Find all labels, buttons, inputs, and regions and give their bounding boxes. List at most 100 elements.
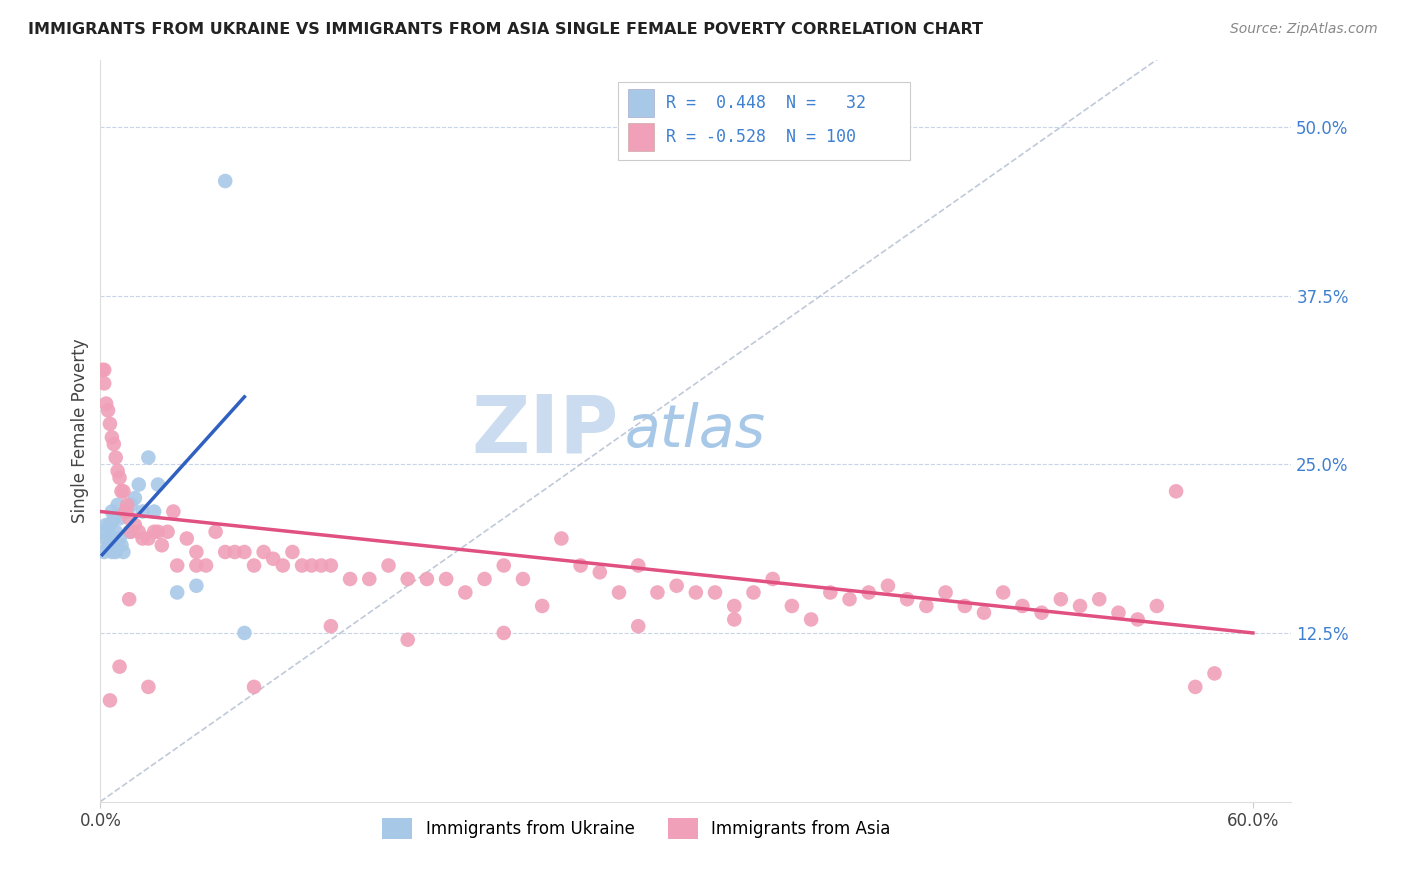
Point xyxy=(492,626,515,640)
Point xyxy=(589,566,612,580)
Point xyxy=(953,599,976,613)
Point xyxy=(112,545,135,559)
Point xyxy=(723,612,745,626)
Point xyxy=(512,572,534,586)
Point xyxy=(935,585,957,599)
Point xyxy=(742,585,765,599)
Point xyxy=(838,592,860,607)
Point xyxy=(107,464,129,478)
Point xyxy=(877,579,900,593)
Point xyxy=(973,606,995,620)
Point xyxy=(434,572,457,586)
Point xyxy=(214,174,236,188)
Point xyxy=(416,572,439,586)
Point xyxy=(377,558,399,573)
Point xyxy=(124,491,146,505)
Point xyxy=(156,524,179,539)
Point xyxy=(281,545,304,559)
Point xyxy=(128,477,150,491)
Point xyxy=(339,572,361,586)
Point xyxy=(114,504,136,518)
Point xyxy=(131,504,153,518)
Point xyxy=(118,511,141,525)
Point xyxy=(1126,612,1149,626)
Point xyxy=(253,545,276,559)
Point xyxy=(1031,606,1053,620)
Point xyxy=(780,599,803,613)
Point xyxy=(94,396,117,410)
Text: IMMIGRANTS FROM UKRAINE VS IMMIGRANTS FROM ASIA SINGLE FEMALE POVERTY CORRELATIO: IMMIGRANTS FROM UKRAINE VS IMMIGRANTS FR… xyxy=(28,22,983,37)
Point xyxy=(91,363,114,377)
Point xyxy=(359,572,381,586)
Point xyxy=(103,511,125,525)
Point xyxy=(233,545,256,559)
Point xyxy=(723,599,745,613)
Point xyxy=(120,498,142,512)
Legend: Immigrants from Ukraine, Immigrants from Asia: Immigrants from Ukraine, Immigrants from… xyxy=(375,812,897,846)
Text: R =  0.448  N =   32: R = 0.448 N = 32 xyxy=(666,94,866,112)
Point xyxy=(665,579,688,593)
Point xyxy=(1184,680,1206,694)
Point xyxy=(685,585,707,599)
Text: atlas: atlas xyxy=(624,402,765,459)
Point xyxy=(1049,592,1071,607)
Point xyxy=(1011,599,1033,613)
FancyBboxPatch shape xyxy=(619,82,910,160)
Point xyxy=(146,477,169,491)
Point xyxy=(93,545,115,559)
Point xyxy=(162,504,184,518)
Point xyxy=(550,532,572,546)
Point xyxy=(291,558,314,573)
Bar xyxy=(628,123,654,151)
Text: R = -0.528  N = 100: R = -0.528 N = 100 xyxy=(666,128,856,145)
Point xyxy=(993,585,1015,599)
Point xyxy=(166,585,188,599)
Point xyxy=(103,437,125,451)
Point xyxy=(104,545,127,559)
Point xyxy=(143,524,166,539)
Point xyxy=(146,524,169,539)
Point xyxy=(138,450,160,465)
Point xyxy=(1164,484,1187,499)
Point xyxy=(103,532,125,546)
Point xyxy=(1069,599,1091,613)
Point xyxy=(319,619,342,633)
Point xyxy=(800,612,823,626)
Point xyxy=(114,504,136,518)
Point xyxy=(104,450,127,465)
Y-axis label: Single Female Poverty: Single Female Poverty xyxy=(72,338,89,523)
Point xyxy=(108,659,131,673)
Point xyxy=(101,545,124,559)
Bar xyxy=(628,88,654,117)
Point xyxy=(271,558,294,573)
Point xyxy=(309,558,332,573)
Point xyxy=(569,558,592,573)
Point xyxy=(117,498,139,512)
Point xyxy=(627,619,650,633)
Point xyxy=(1088,592,1111,607)
Point xyxy=(607,585,630,599)
Point xyxy=(224,545,246,559)
Point xyxy=(118,524,141,539)
Point xyxy=(262,551,284,566)
Point xyxy=(104,524,127,539)
Point xyxy=(143,504,166,518)
Text: ZIP: ZIP xyxy=(471,392,619,469)
Point xyxy=(474,572,496,586)
Point xyxy=(319,558,342,573)
Point xyxy=(117,504,139,518)
Point xyxy=(762,572,785,586)
Point xyxy=(108,471,131,485)
Point xyxy=(93,376,115,391)
Point xyxy=(118,592,141,607)
Point xyxy=(1146,599,1168,613)
Point xyxy=(98,417,121,431)
Point xyxy=(110,538,132,552)
Point xyxy=(93,363,115,377)
Point xyxy=(704,585,727,599)
Text: Source: ZipAtlas.com: Source: ZipAtlas.com xyxy=(1230,22,1378,37)
Point xyxy=(627,558,650,573)
Point xyxy=(176,532,198,546)
Point xyxy=(243,680,266,694)
Point xyxy=(112,484,135,499)
